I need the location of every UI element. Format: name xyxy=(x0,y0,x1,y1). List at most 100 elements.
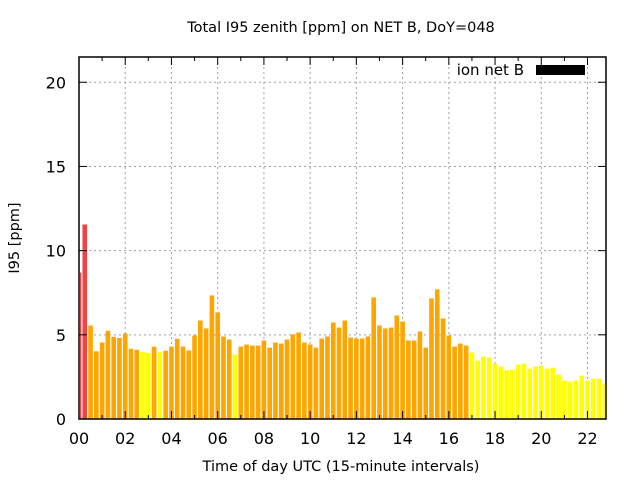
bar xyxy=(510,369,515,419)
bar xyxy=(411,340,417,419)
bar xyxy=(209,295,215,419)
x-tick-label: 22 xyxy=(577,429,597,448)
bar xyxy=(550,367,556,419)
bar xyxy=(255,345,261,419)
bar xyxy=(567,381,573,419)
x-tick-label: 18 xyxy=(485,429,505,448)
x-tick-label: 10 xyxy=(300,429,320,448)
bar xyxy=(174,338,180,419)
bar xyxy=(573,380,579,419)
bar xyxy=(400,321,405,419)
bar xyxy=(99,342,105,419)
x-axis-label: Time of day UTC (15-minute intervals) xyxy=(202,459,480,475)
bar xyxy=(475,360,481,419)
bar xyxy=(140,352,145,419)
bar xyxy=(481,356,486,419)
bars xyxy=(80,224,605,419)
bar xyxy=(486,357,492,419)
x-tick-label: 08 xyxy=(254,429,274,448)
bar xyxy=(226,339,232,419)
x-tick-label: 14 xyxy=(392,429,412,448)
bar xyxy=(521,363,527,419)
bar xyxy=(244,344,249,419)
legend-label: ion net B xyxy=(457,61,524,79)
x-tick-label: 02 xyxy=(115,429,135,448)
bar xyxy=(544,368,550,419)
bar xyxy=(602,383,605,419)
bar xyxy=(429,298,434,419)
bar xyxy=(585,380,590,419)
bar xyxy=(290,334,296,419)
bar xyxy=(330,322,336,419)
bar xyxy=(504,370,509,419)
bar xyxy=(596,378,602,419)
grid xyxy=(79,57,606,419)
y-tick-label: 15 xyxy=(46,157,66,176)
bar xyxy=(377,325,382,419)
bar xyxy=(371,297,377,419)
bar xyxy=(527,368,533,419)
bar xyxy=(267,347,273,419)
bar xyxy=(215,312,220,419)
bar xyxy=(117,337,122,419)
bar xyxy=(469,352,475,419)
bar xyxy=(134,349,140,419)
bar xyxy=(307,344,313,419)
bar xyxy=(417,331,423,419)
bar xyxy=(388,327,394,419)
bar xyxy=(88,325,93,419)
bar xyxy=(157,351,163,419)
tick-labels: 00 02 04 06 08 10 12 14 16 18 20 22 0 5 10 15 20 xyxy=(46,73,598,448)
bar xyxy=(458,343,463,419)
y-axis-label: I95 [ppm] xyxy=(7,202,23,273)
bar xyxy=(151,346,157,419)
bar xyxy=(198,320,203,419)
bar xyxy=(498,366,504,419)
bar xyxy=(382,328,388,419)
bar xyxy=(325,336,330,419)
bar xyxy=(163,350,168,419)
bar xyxy=(354,338,359,419)
bar xyxy=(180,346,186,419)
legend-swatch xyxy=(536,65,585,75)
bar xyxy=(128,348,134,419)
axes xyxy=(78,56,607,420)
bar xyxy=(186,350,192,419)
x-tick-label: 12 xyxy=(346,429,366,448)
bar xyxy=(296,332,301,419)
bar xyxy=(446,335,452,419)
plot-frame xyxy=(78,56,607,420)
bar xyxy=(273,342,278,419)
bar xyxy=(284,339,290,419)
bar xyxy=(122,333,128,419)
y-tick-label: 10 xyxy=(46,242,66,261)
bar xyxy=(278,343,284,419)
bar xyxy=(562,380,567,419)
bar xyxy=(452,346,457,419)
y-tick-label: 0 xyxy=(56,410,66,429)
y-tick-label: 20 xyxy=(46,73,66,92)
bar xyxy=(203,328,209,419)
bar xyxy=(250,345,255,419)
bar xyxy=(359,338,365,419)
bar xyxy=(313,347,319,419)
bar xyxy=(423,347,429,419)
bar xyxy=(515,364,521,419)
bar xyxy=(111,336,116,419)
legend: ion net B xyxy=(457,61,585,79)
bar xyxy=(440,318,446,419)
bar xyxy=(533,366,538,419)
y-tick-label: 5 xyxy=(56,326,66,345)
bar xyxy=(169,346,174,419)
x-tick-label: 00 xyxy=(69,429,89,448)
bar xyxy=(579,375,585,419)
x-tick-label: 20 xyxy=(531,429,551,448)
bar xyxy=(394,315,400,419)
bar xyxy=(463,345,469,419)
bar xyxy=(94,351,99,419)
chart-title: Total I95 zenith [ppm] on NET B, DoY=048 xyxy=(186,20,495,36)
bar xyxy=(146,352,151,419)
bar xyxy=(80,272,82,419)
bar xyxy=(336,327,342,419)
